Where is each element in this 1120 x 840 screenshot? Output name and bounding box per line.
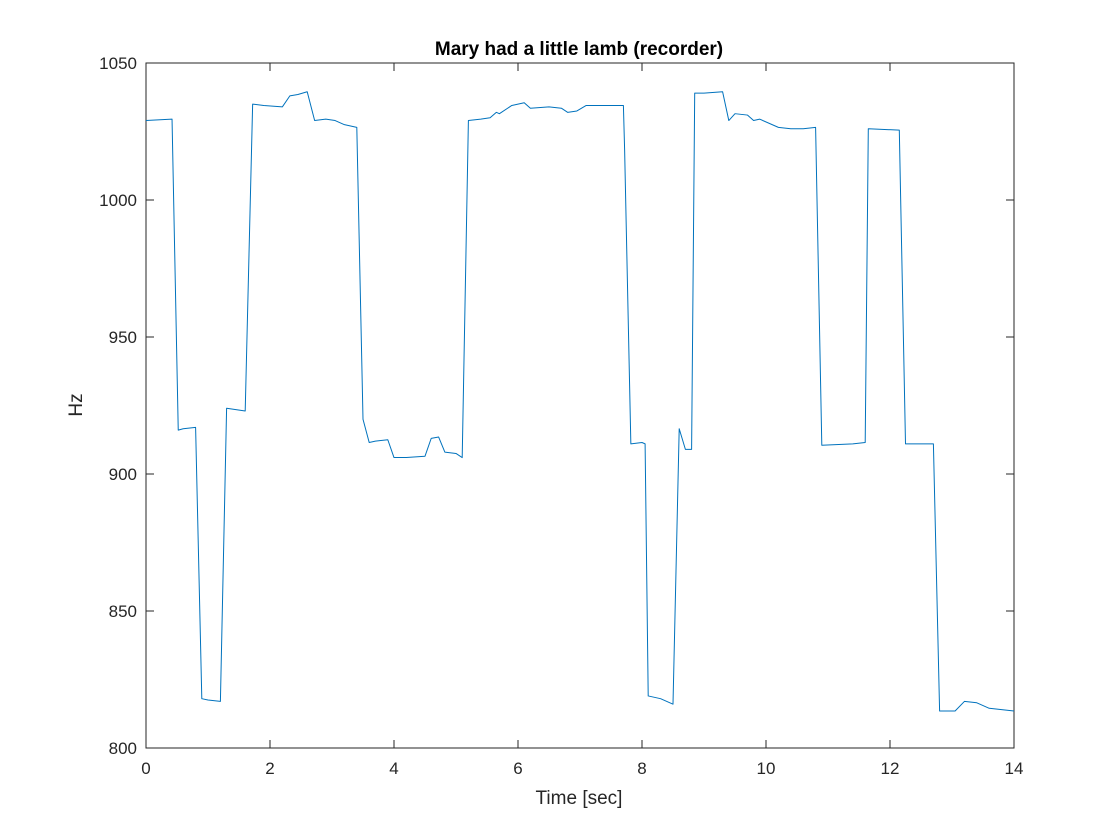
x-tick-label: 8	[637, 759, 646, 778]
y-tick-label: 1050	[99, 54, 137, 73]
x-tick-label: 6	[513, 759, 522, 778]
x-tick-label: 14	[1005, 759, 1024, 778]
y-tick-label: 850	[109, 602, 137, 621]
x-axis-label: Time [sec]	[536, 788, 623, 809]
series-line	[145, 91, 1015, 712]
y-tick-label: 950	[109, 328, 137, 347]
x-tick-label: 0	[141, 759, 150, 778]
y-tick-label: 1000	[99, 191, 137, 210]
y-tick-label: 900	[109, 465, 137, 484]
x-tick-label: 10	[757, 759, 776, 778]
y-tick-label: 800	[109, 739, 137, 758]
y-axis-label: Hz	[66, 393, 87, 416]
y-axis: 800 850 900 950 1000 1050	[99, 54, 1014, 758]
chart-title: Mary had a little lamb (recorder)	[435, 39, 723, 60]
plot-area	[145, 62, 1015, 749]
x-tick-label: 4	[389, 759, 398, 778]
x-tick-label: 2	[265, 759, 274, 778]
x-tick-label: 12	[881, 759, 900, 778]
x-axis: 0 2 4 6 8 10 12 14	[141, 63, 1023, 778]
